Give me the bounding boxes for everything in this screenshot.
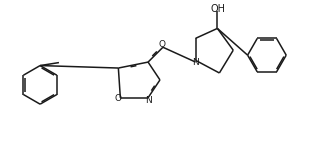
Text: N: N	[192, 58, 199, 67]
Text: OH: OH	[211, 4, 226, 14]
Text: O: O	[158, 40, 165, 49]
Text: O: O	[115, 94, 122, 103]
Text: N: N	[145, 96, 152, 105]
